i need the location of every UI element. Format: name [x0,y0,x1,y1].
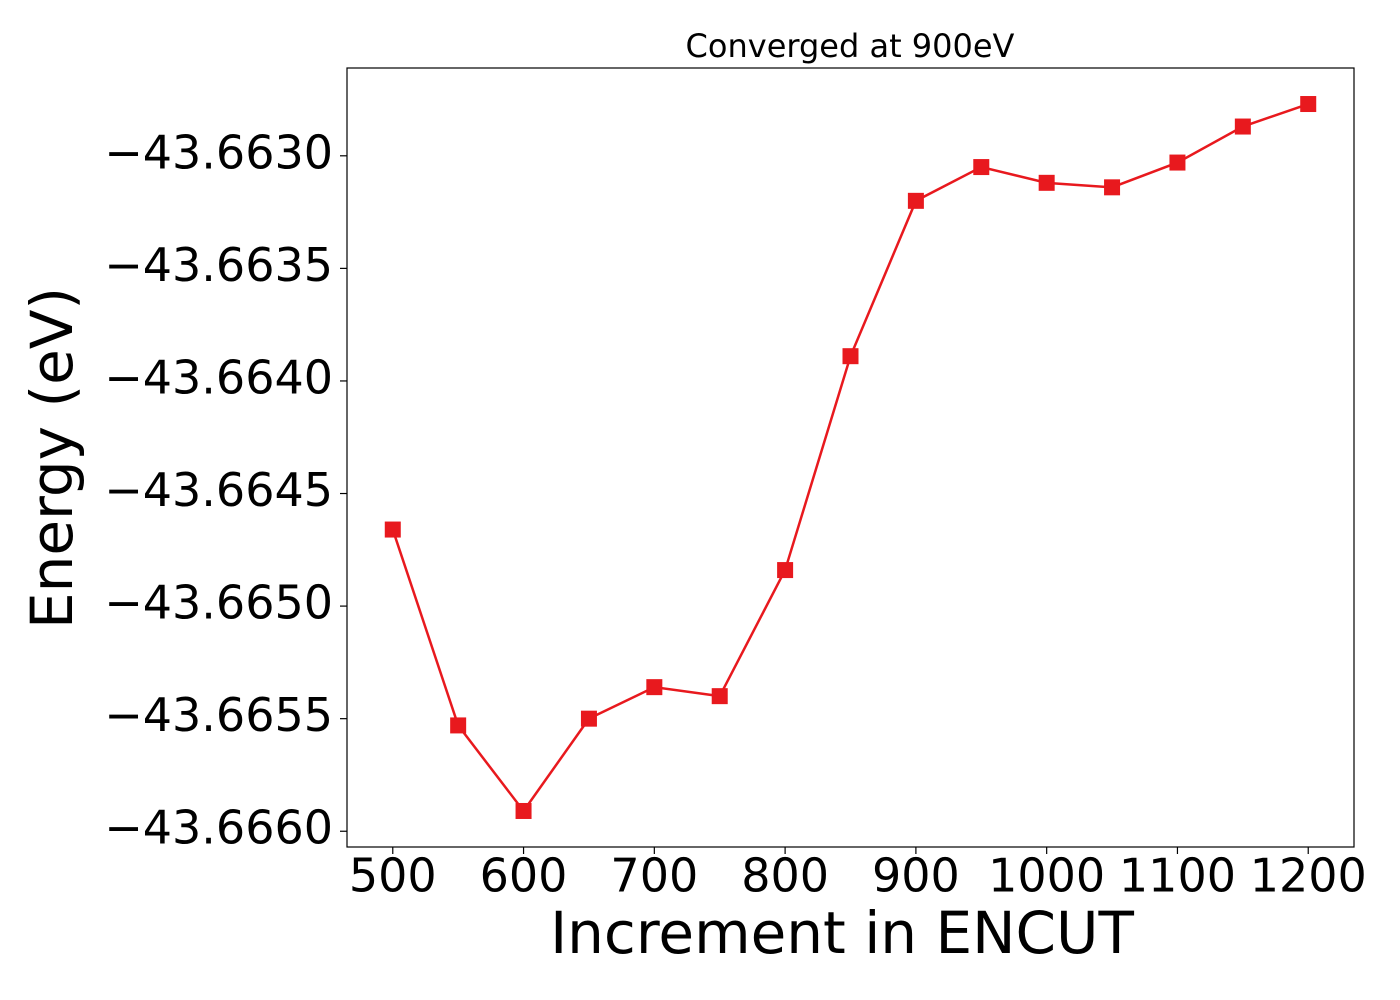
data-marker [1234,118,1251,135]
x-tick-label: 1000 [988,849,1105,903]
y-tick-label: −43.6640 [104,350,333,404]
data-marker [1038,174,1055,191]
x-tick-label: 600 [480,849,568,903]
y-tick-label: −43.6655 [104,688,333,742]
y-tick-label: −43.6660 [104,801,333,855]
x-axis-label: Increment in ENCUT [550,899,1134,967]
data-line [391,102,1309,814]
data-marker [450,717,467,734]
y-tick-label: −43.6645 [104,463,333,517]
x-tick-label: 900 [872,849,960,903]
x-tick-label: 1200 [1250,849,1367,903]
data-marker [777,562,794,579]
data-marker [1300,96,1317,113]
y-tick-label: −43.6635 [104,238,333,292]
y-tick-label: −43.6650 [104,576,333,630]
x-tick-label: 500 [349,849,437,903]
data-marker [515,802,532,819]
data-marker [384,521,401,538]
data-marker [973,159,990,176]
data-marker [1169,154,1186,171]
y-axis-label: Energy (eV) [18,287,86,629]
x-tick-label: 800 [741,849,829,903]
data-marker [646,679,663,696]
data-marker [1104,179,1121,196]
x-tick-label: 1100 [1119,849,1236,903]
chart-title: Converged at 900eV [686,27,1015,65]
x-tick-label: 700 [610,849,698,903]
y-tick-label: −43.6630 [104,125,333,179]
plot-frame [346,67,1355,848]
data-marker [711,688,728,705]
data-marker [580,710,597,727]
data-marker [842,348,859,365]
data-marker [907,192,924,209]
